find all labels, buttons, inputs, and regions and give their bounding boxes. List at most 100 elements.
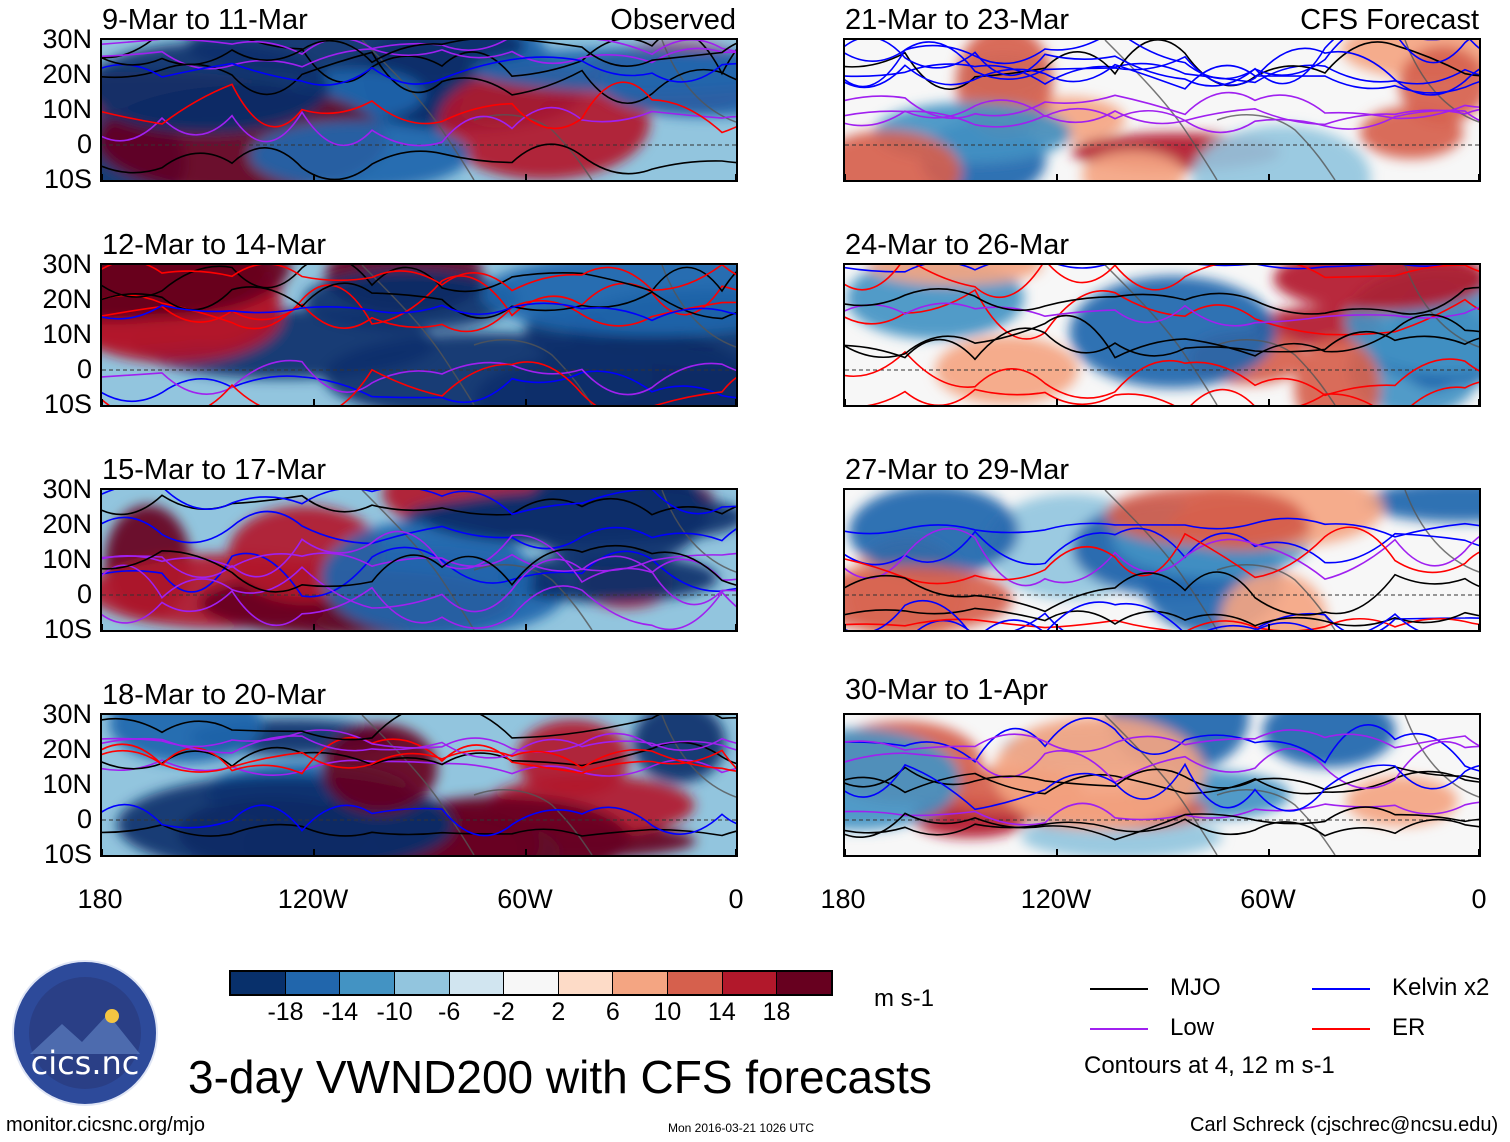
positive-anomaly [1168,500,1311,551]
er-contour [102,361,736,405]
author-credit: Carl Schreck (cjschrec@ncsu.edu) [1190,1114,1499,1136]
contour-note: Contours at 4, 12 m s-1 [1084,1052,1335,1079]
coastline [361,715,736,855]
panel-title: 30-Mar to 1-Apr [845,674,1049,706]
mjo-contour [102,40,736,67]
colorbar-label: 6 [605,998,620,1026]
positive-anomaly [322,723,438,814]
mjo-contour [845,766,1479,791]
low-contour [845,99,1479,134]
colorbar-label: 14 [708,998,736,1026]
low-contour [845,740,1479,790]
y-tick-label: 0 [76,804,92,834]
observed-label: Observed [610,4,736,36]
timestamp: Mon 2016-03-21 1026 UTC [668,1121,815,1135]
x-tick-label: 180 [77,884,123,914]
y-tick-label: 10N [42,769,92,799]
low-contour [845,527,1479,587]
negative-anomaly [249,120,470,180]
mjo-contour [102,544,736,593]
y-tick-label: 30N [42,474,92,504]
legend-line-low [1090,1028,1148,1030]
er-contour [845,265,1479,299]
y-tick-label: 20N [42,734,92,764]
map-panel [843,713,1481,857]
kelvin-contour [845,41,1479,96]
x-tick-label: 0 [1471,884,1487,914]
colorbar [229,970,833,996]
negative-anomaly [482,265,736,336]
mjo-contour [845,286,1479,315]
y-tick-label: 30N [42,249,92,279]
x-tick-label: 120W [277,884,349,914]
kelvin-contour [102,546,736,598]
kelvin-contour [102,803,736,837]
colorbar-box [776,972,832,994]
kelvin-contour [102,490,736,516]
kelvin-contour [845,762,1479,812]
negative-anomaly [622,497,709,540]
colorbar-label: 18 [762,998,791,1026]
map-panel [843,263,1481,407]
mjo-contour [845,313,1479,359]
y-tick-label: 10S [43,164,92,194]
y-tick-label: 10S [43,839,92,869]
website-link[interactable]: monitor.cicsnc.org/mjo [6,1114,205,1136]
negative-anomaly [1069,275,1277,389]
panel-title: 15-Mar to 17-Mar [102,454,327,486]
colorbar-box [231,972,285,994]
kelvin-contour [845,40,1479,87]
er-contour [845,618,1479,630]
logo-graphic [12,960,158,1106]
x-tick-label: 60W [497,884,553,914]
negative-anomaly [1262,715,1396,768]
map-panel [843,38,1481,182]
colorbar-label: 10 [653,998,682,1026]
colorbar-box [448,972,504,994]
negative-anomaly [321,520,533,630]
er-contour [102,275,736,330]
er-contour [102,81,736,134]
low-contour [102,106,736,147]
y-tick-label: 20N [42,509,92,539]
positive-anomaly [867,265,1043,285]
colorbar-box [503,972,558,994]
shading [102,40,736,180]
kelvin-contour [845,717,1479,772]
legend-label-kelvin: Kelvin x2 [1392,974,1490,1001]
mjo-contour [845,571,1479,616]
negative-anomaly [845,728,960,831]
map-panel [100,263,738,407]
low-contour [102,585,736,630]
figure-title: 3-day VWND200 with CFS forecasts [188,1051,932,1103]
kelvin-contour [845,40,1470,80]
mjo-contour [102,40,736,83]
map-panel [843,488,1481,632]
low-contour [102,530,736,584]
map-panel [100,38,738,182]
colorbar-box [393,972,449,994]
colorbar-box [721,972,777,994]
x-tick-label: 60W [1240,884,1296,914]
mjo-contour [102,282,736,320]
er-contour [102,748,736,773]
colorbar-box [284,972,340,994]
y-tick-label: 0 [76,579,92,609]
colorbar-box [612,972,668,994]
negative-anomaly [496,554,719,603]
colorbar-label: -14 [322,998,359,1026]
panel-title: 21-Mar to 23-Mar [845,4,1070,36]
legend-label-low: Low [1170,1014,1215,1041]
kelvin-contour [845,527,1479,566]
colorbar-label: -6 [438,998,461,1026]
forecast-label: CFS Forecast [1300,4,1479,36]
x-tick-label: 120W [1020,884,1092,914]
cicsnc-logo: cics.nc [10,958,160,1108]
colorbar-label: 2 [551,998,566,1026]
kelvin-contour [102,302,736,322]
mjo-contour [845,818,1479,837]
y-tick-label: 10N [42,544,92,574]
mjo-contour [845,806,1479,841]
x-tick-label: 180 [820,884,866,914]
y-tick-label: 30N [42,699,92,729]
